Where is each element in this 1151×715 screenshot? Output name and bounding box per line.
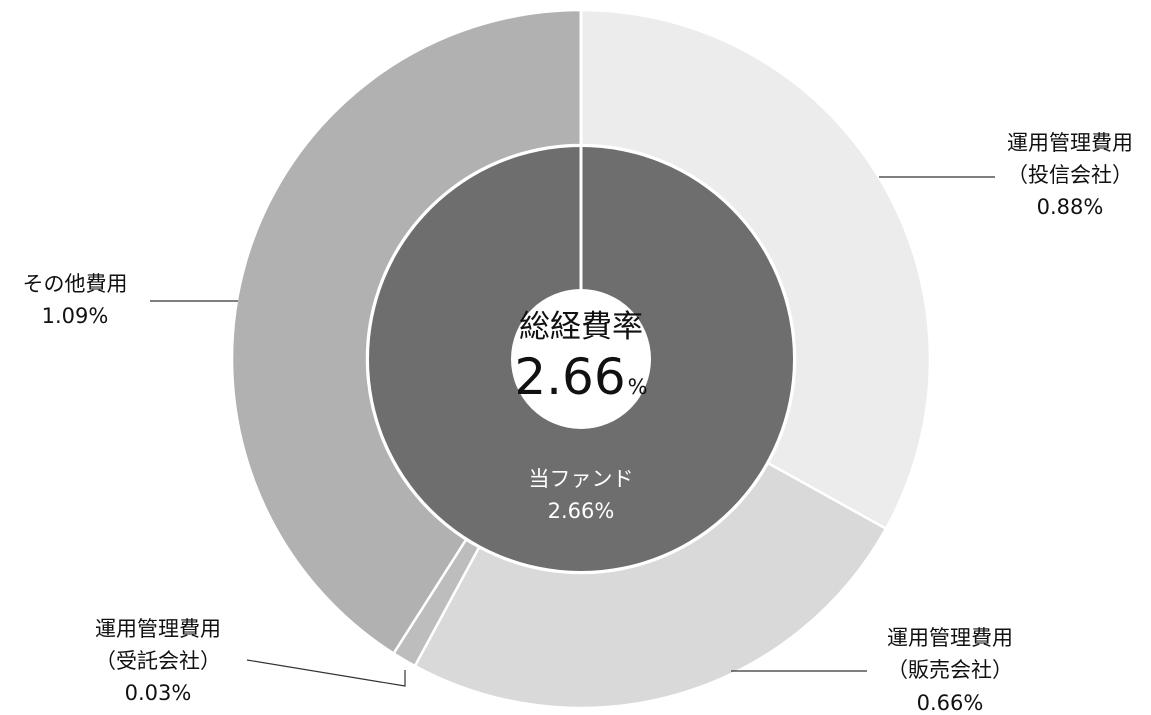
inner-slice-value: 2.66% xyxy=(548,499,615,523)
outer-slice-2-label-line2: （受託会社） xyxy=(95,649,221,673)
outer-slice-1-label-line2: （販売会社） xyxy=(887,658,1013,682)
outer-slice-1-display: 0.66% xyxy=(917,691,984,715)
center-title: 総経費率 xyxy=(519,309,643,345)
center-value: 2.66% xyxy=(514,348,647,406)
outer-slice-3-display: 1.09% xyxy=(42,304,109,328)
outer-slice-2-display: 0.03% xyxy=(125,681,192,705)
leader-line-2 xyxy=(246,659,406,687)
center-value-number: 2.66 xyxy=(514,348,625,406)
center-value-unit: % xyxy=(628,375,648,399)
outer-slice-3 xyxy=(230,8,583,656)
outer-ring xyxy=(230,8,932,710)
center-hole xyxy=(511,289,651,429)
outer-slice-0 xyxy=(579,8,932,531)
outer-slice-1 xyxy=(413,461,888,710)
outer-slice-0-display: 0.88% xyxy=(1037,195,1104,219)
outer-slice-3-label-line1: その他費用 xyxy=(23,272,128,296)
outer-slice-labels: 運用管理費用 （投信会社） 0.88% 運用管理費用 （販売会社） 0.66% 運用管理費用… xyxy=(23,131,1134,715)
outer-slice-0-label-line2: （投信会社） xyxy=(1007,163,1133,187)
outer-slice-0-label-line1: 運用管理費用 xyxy=(1007,131,1133,155)
outer-slice-1-label-line1: 運用管理費用 xyxy=(887,626,1013,650)
inner-slice-label: 当ファンド xyxy=(529,467,634,491)
leader-lines xyxy=(150,176,995,687)
outer-slice-2-label-line1: 運用管理費用 xyxy=(95,617,221,641)
